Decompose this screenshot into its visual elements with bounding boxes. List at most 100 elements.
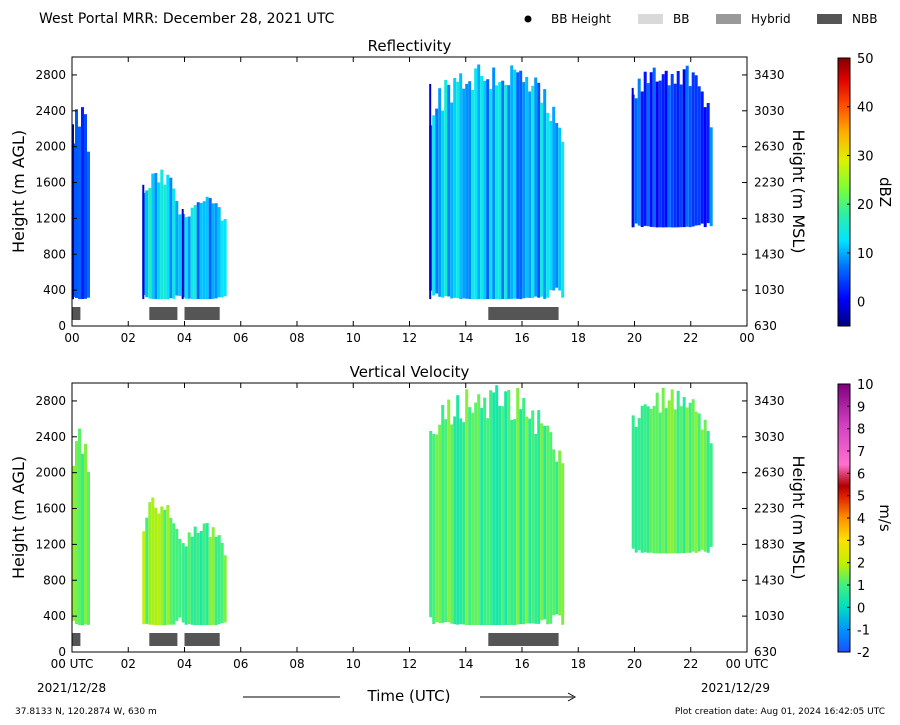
echo-edge xyxy=(181,209,184,300)
echo-column xyxy=(546,425,550,625)
echo-column xyxy=(676,71,680,228)
echo-column xyxy=(75,441,78,624)
echo-column xyxy=(223,555,227,623)
echo-column xyxy=(471,89,475,300)
echo-column xyxy=(151,497,155,625)
echo-column xyxy=(691,72,695,227)
echo-column xyxy=(196,532,200,626)
echo-column xyxy=(558,127,562,291)
y2-tick-label: 1030 xyxy=(754,283,785,297)
echo-column xyxy=(199,202,203,300)
echo-column xyxy=(652,405,656,554)
echo-column xyxy=(208,537,212,625)
x-tick-label: 10 xyxy=(346,657,361,671)
echo-column xyxy=(142,531,146,625)
x-tick-label: 14 xyxy=(458,657,473,671)
x-tick-label: 06 xyxy=(233,657,248,671)
echo-column xyxy=(703,419,707,552)
echo-column xyxy=(160,169,164,300)
echo-column xyxy=(199,530,203,626)
x-tick-label: 02 xyxy=(121,331,136,345)
y-tick-label: 400 xyxy=(43,283,66,297)
echo-column xyxy=(655,392,659,554)
colorbar-tick-label: 3 xyxy=(857,534,865,549)
echo-edge xyxy=(142,184,145,300)
echo-region xyxy=(72,428,90,626)
x-tick-label: 08 xyxy=(289,331,304,345)
echo-column xyxy=(84,114,87,299)
y2-tick-label: 2230 xyxy=(754,502,785,516)
legend-swatch xyxy=(817,14,842,24)
echo-column xyxy=(163,184,167,300)
echo-column xyxy=(75,109,78,298)
echo-column xyxy=(193,526,197,626)
echo-column xyxy=(441,110,445,298)
echo-column xyxy=(634,98,638,224)
x-tick-label: 02 xyxy=(121,657,136,671)
echo-column xyxy=(432,434,436,624)
legend-label: BB Height xyxy=(551,12,611,26)
y2-axis-label: Height (m MSL) xyxy=(789,455,808,579)
echo-column xyxy=(688,86,692,228)
echo-column xyxy=(214,203,218,299)
echo-region xyxy=(631,387,713,554)
echo-column xyxy=(462,88,466,299)
x-tick-label: 06 xyxy=(233,331,248,345)
x-tick-label: 04 xyxy=(177,331,192,345)
echo-column xyxy=(640,405,644,553)
colorbar-tick-label: 2 xyxy=(857,557,865,572)
echo-region xyxy=(142,169,182,300)
echo-column xyxy=(558,450,562,616)
echo-column xyxy=(643,71,647,226)
echo-column xyxy=(516,72,520,299)
echo-column xyxy=(187,532,191,624)
echo-column xyxy=(157,513,161,626)
y2-tick-label: 630 xyxy=(754,319,777,333)
y-tick-label: 1600 xyxy=(35,502,66,516)
colorbar-tick-label: 10 xyxy=(857,247,874,262)
echo-column xyxy=(480,76,484,300)
legend-swatch xyxy=(638,14,663,24)
x-tick-label: 00 xyxy=(739,331,754,345)
echo-column xyxy=(465,389,469,625)
y-axis-label: Height (m AGL) xyxy=(9,130,28,253)
echo-column xyxy=(661,74,665,228)
echo-column xyxy=(640,91,644,227)
echo-column xyxy=(175,201,179,296)
echo-column xyxy=(163,509,167,626)
x-tick-label: 18 xyxy=(571,657,586,671)
echo-column xyxy=(471,412,475,625)
echo-column xyxy=(519,409,523,624)
legend-label: Hybrid xyxy=(751,12,791,26)
echo-column xyxy=(658,80,662,228)
echo-column xyxy=(706,103,710,224)
echo-column xyxy=(522,82,526,299)
colorbar-tick-label: -1 xyxy=(857,624,870,639)
echo-column xyxy=(447,399,451,623)
echo-column xyxy=(468,407,472,625)
y-tick-label: 2000 xyxy=(35,140,66,154)
echo-column xyxy=(217,535,221,625)
echo-region xyxy=(429,64,565,300)
y2-tick-label: 630 xyxy=(754,645,777,659)
echo-column xyxy=(522,398,526,625)
figure-title: West Portal MRR: December 28, 2021 UTC xyxy=(39,11,335,27)
echo-column xyxy=(634,426,638,553)
echo-column xyxy=(694,411,698,553)
colorbar-tick-label: 1 xyxy=(857,579,865,594)
legend-marker-dot xyxy=(524,15,532,23)
echo-edge xyxy=(631,87,634,228)
colorbar-tick-label: 40 xyxy=(857,101,874,116)
nbb-segment xyxy=(488,633,559,646)
y-tick-label: 1600 xyxy=(35,176,66,190)
echo-column xyxy=(148,502,152,625)
echo-column xyxy=(486,418,490,626)
echo-column xyxy=(561,463,565,625)
nbb-segment xyxy=(149,633,178,646)
echo-column xyxy=(157,182,161,300)
echo-column xyxy=(154,507,158,626)
creation-date: Plot creation date: Aug 01, 2024 16:42:0… xyxy=(675,707,885,717)
colorbar-tick-label: 7 xyxy=(857,445,865,460)
echo-column xyxy=(528,91,532,298)
echo-region xyxy=(181,196,227,300)
